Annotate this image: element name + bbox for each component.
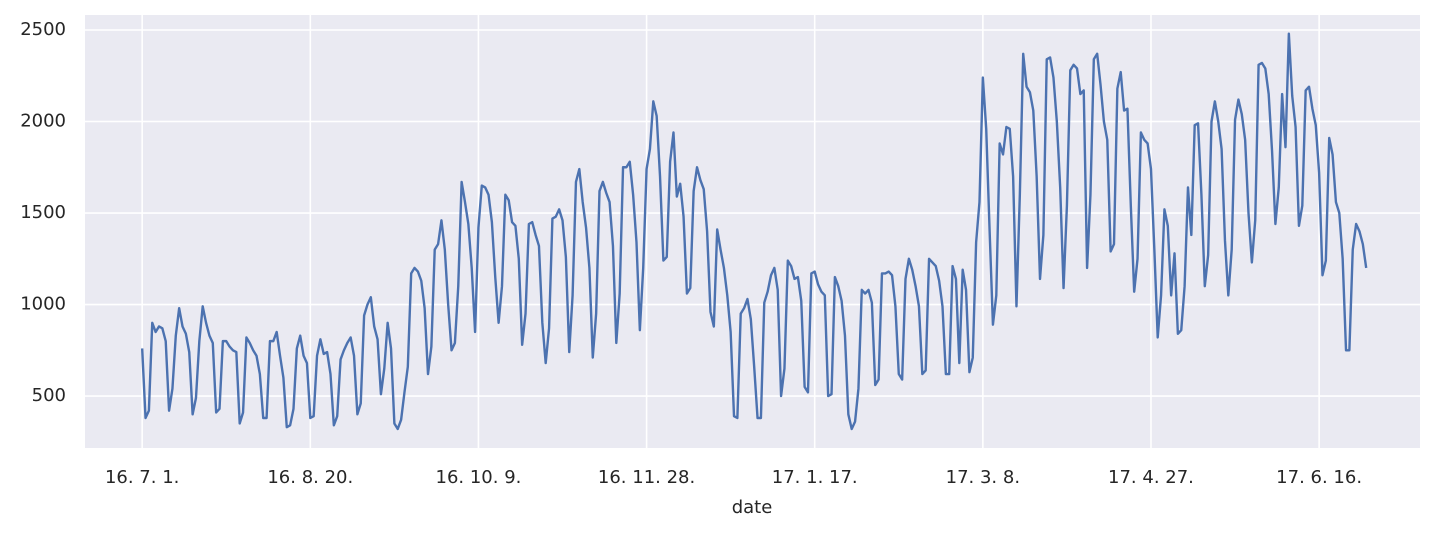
x-tick-label: 16. 11. 28. — [598, 467, 695, 488]
x-axis-label: date — [732, 497, 773, 518]
x-tick-label: 16. 8. 20. — [267, 467, 353, 488]
x-tick-label: 16. 7. 1. — [105, 467, 179, 488]
data-line — [140, 32, 1368, 431]
plot-background — [85, 15, 1420, 448]
x-tick-label: 17. 6. 16. — [1276, 467, 1362, 488]
x-tick-label: 17. 1. 17. — [772, 467, 858, 488]
x-tick-label: 16. 10. 9. — [436, 467, 522, 488]
y-tick-label: 2500 — [20, 19, 66, 40]
y-tick-label: 1000 — [20, 294, 66, 315]
y-tick-label: 1500 — [20, 202, 66, 223]
y-tick-label: 500 — [32, 385, 66, 406]
x-tick-label: 17. 4. 27. — [1108, 467, 1194, 488]
y-tick-label: 2000 — [20, 111, 66, 132]
x-tick-label: 17. 3. 8. — [946, 467, 1020, 488]
